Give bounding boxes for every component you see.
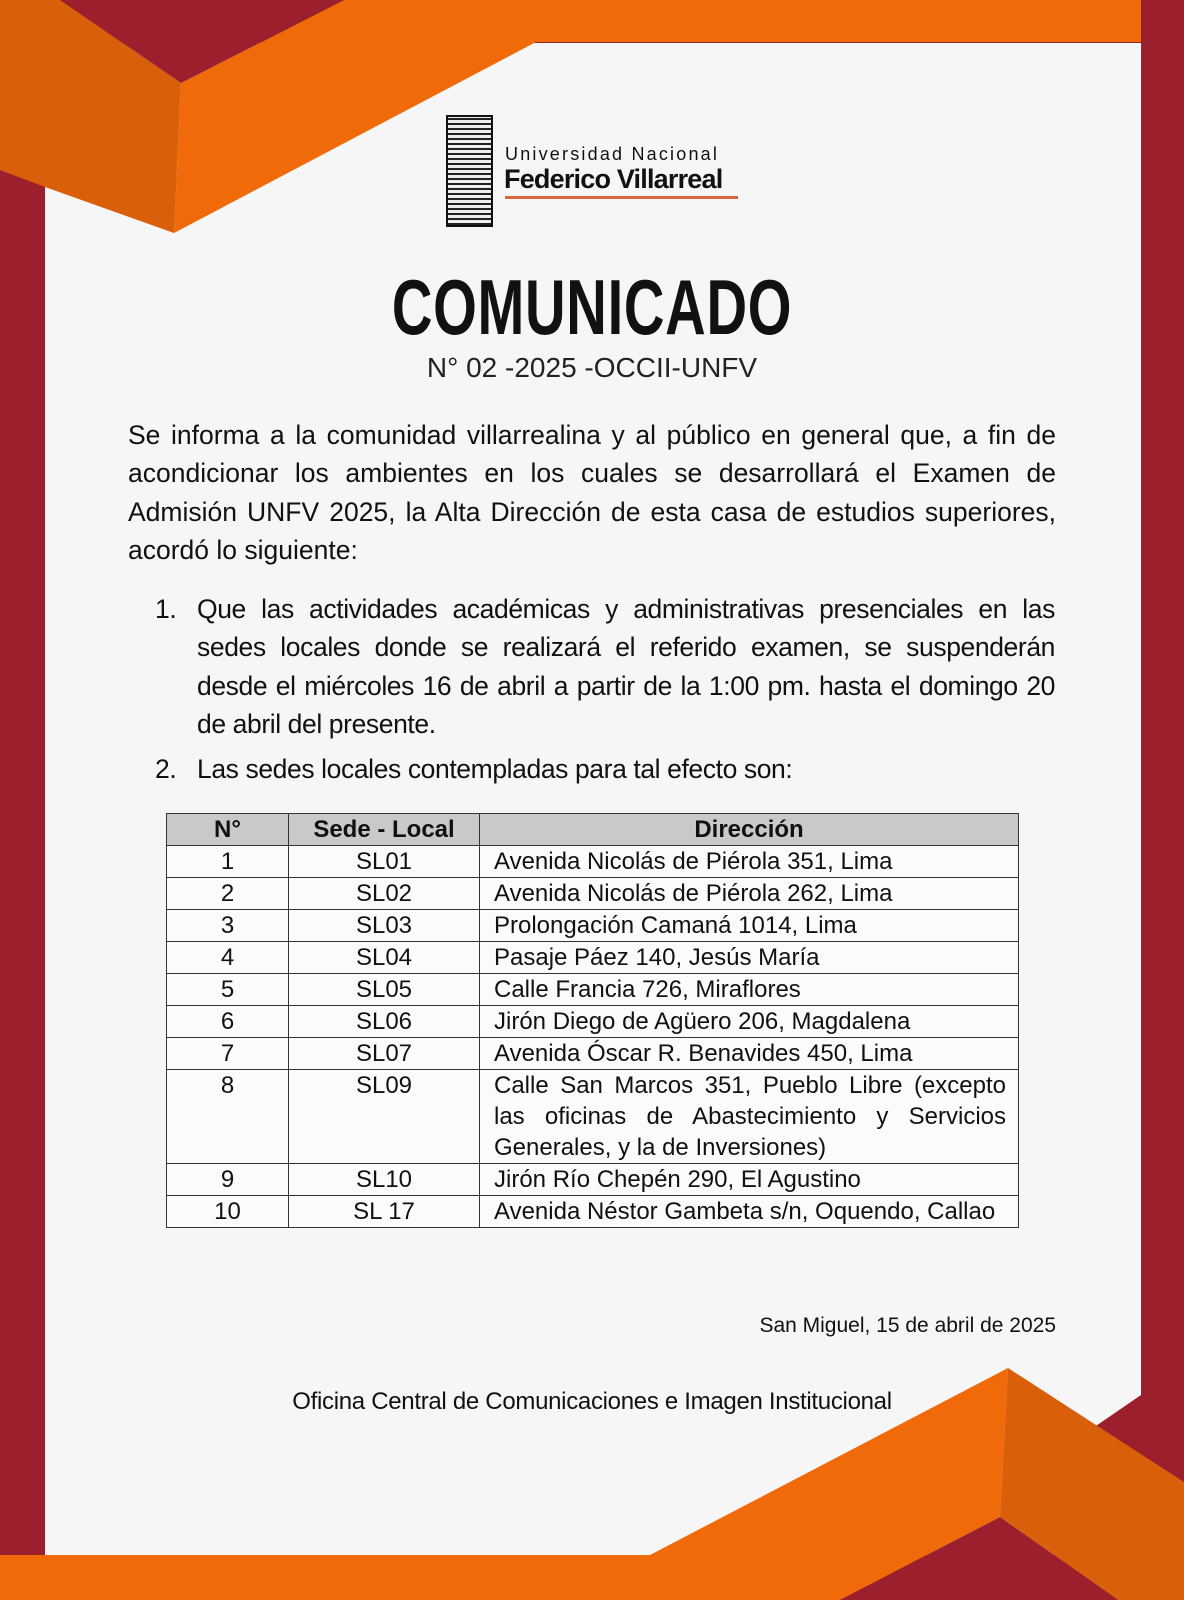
- row-number: 2: [166, 877, 289, 910]
- address: Avenida Néstor Gambeta s/n, Oquendo, Cal…: [479, 1195, 1019, 1228]
- venue-code: SL03: [288, 909, 480, 942]
- venue-code: SL07: [288, 1037, 480, 1070]
- row-number: 7: [166, 1037, 289, 1070]
- issuing-office: Oficina Central de Comunicaciones e Imag…: [292, 1388, 892, 1415]
- address: Pasaje Páez 140, Jesús María: [479, 941, 1019, 974]
- header-number: N°: [166, 813, 289, 846]
- intro-paragraph: Se informa a la comunidad villarrealina …: [128, 420, 1056, 565]
- document-number: N° 02 -2025 -OCCII-UNFV: [426, 352, 758, 383]
- address: Jirón Río Chepén 290, El Agustino: [479, 1163, 1019, 1196]
- logo-text-line2: Federico Villarreal: [504, 164, 723, 194]
- logo-text-line1: Universidad Nacional: [505, 144, 720, 164]
- bottom-orange-band: [0, 1368, 1008, 1600]
- list-number: 2.: [155, 754, 177, 784]
- table-row: 7 SL07 Avenida Óscar R. Benavides 450, Lim…: [166, 1037, 1019, 1070]
- address: Avenida Nicolás de Piérola 351, Lima: [479, 845, 1019, 878]
- address: Prolongación Camaná 1014, Lima: [479, 909, 1019, 942]
- venue-code: SL04: [288, 941, 480, 974]
- row-number: 8: [166, 1069, 289, 1164]
- row-number: 10: [166, 1195, 289, 1228]
- address: Jirón Diego de Agüero 206, Magdalena: [479, 1005, 1019, 1038]
- logo-underline: [505, 196, 738, 199]
- title-text: COMUNICADO: [391, 263, 793, 351]
- row-number: 5: [166, 973, 289, 1006]
- table-row: 9 SL10 Jirón Río Chepén 290, El Agustino: [166, 1163, 1019, 1196]
- document-title: COMUNICADO: [0, 262, 1184, 353]
- table-row: 10 SL 17 Avenida Néstor Gambeta s/n, Oquen…: [166, 1195, 1019, 1228]
- list-item: 1. Que las actividades académicas y admi…: [155, 590, 1055, 743]
- table-row: 2 SL02 Avenida Nicolás de Piérola 262, Lim…: [166, 877, 1019, 910]
- table-row: 4 SL04 Pasaje Páez 140, Jesús María: [166, 941, 1019, 974]
- top-left-red-triangle: [60, 0, 344, 83]
- page-background: [45, 43, 1141, 1555]
- row-number: 1: [166, 845, 289, 878]
- venue-code: SL06: [288, 1005, 480, 1038]
- venue-code: SL01: [288, 845, 480, 878]
- university-logo-emblem: [446, 115, 493, 227]
- list-text: Las sedes locales contempladas para tal …: [197, 754, 793, 784]
- address: Calle San Marcos 351, Pueblo Libre (exce…: [479, 1069, 1019, 1164]
- header-venue: Sede - Local: [288, 813, 480, 846]
- date-line: San Miguel, 15 de abril de 2025: [759, 1314, 1056, 1337]
- row-number: 6: [166, 1005, 289, 1038]
- list-number: 1.: [155, 594, 177, 624]
- table-row: 1 SL01 Avenida Nicolás de Piérola 351, Lim…: [166, 845, 1019, 878]
- table-row: 5 SL05 Calle Francia 726, Miraflores: [166, 973, 1019, 1006]
- venue-code: SL02: [288, 877, 480, 910]
- address: Avenida Nicolás de Piérola 262, Lima: [479, 877, 1019, 910]
- top-left-dark-orange-shape: [0, 0, 181, 233]
- venue-code: SL05: [288, 973, 480, 1006]
- header-address: Dirección: [479, 813, 1019, 846]
- venue-code: SL10: [288, 1163, 480, 1196]
- list-text: Que las actividades académicas y adminis…: [197, 594, 1055, 739]
- row-number: 3: [166, 909, 289, 942]
- bottom-right-dark-orange-shape: [1000, 1368, 1184, 1600]
- row-number: 4: [166, 941, 289, 974]
- venue-code: SL09: [288, 1069, 480, 1164]
- list-item: 2. Las sedes locales contempladas para t…: [155, 750, 1055, 788]
- table-header-row: N° Sede - Local Dirección: [166, 813, 1019, 846]
- top-orange-band: [174, 0, 1141, 233]
- venues-table: N° Sede - Local Dirección 1 SL01 Avenida N…: [166, 813, 1019, 1228]
- address: Avenida Óscar R. Benavides 450, Lima: [479, 1037, 1019, 1070]
- row-number: 9: [166, 1163, 289, 1196]
- address: Calle Francia 726, Miraflores: [479, 973, 1019, 1006]
- venue-code: SL 17: [288, 1195, 480, 1228]
- bottom-red-triangle: [840, 1517, 1118, 1600]
- table-row: 8 SL09 Calle San Marcos 351, Pueblo Libre …: [166, 1069, 1019, 1164]
- table-row: 3 SL03 Prolongación Camaná 1014, Lima: [166, 909, 1019, 942]
- table-row: 6 SL06 Jirón Diego de Agüero 206, Magdalen…: [166, 1005, 1019, 1038]
